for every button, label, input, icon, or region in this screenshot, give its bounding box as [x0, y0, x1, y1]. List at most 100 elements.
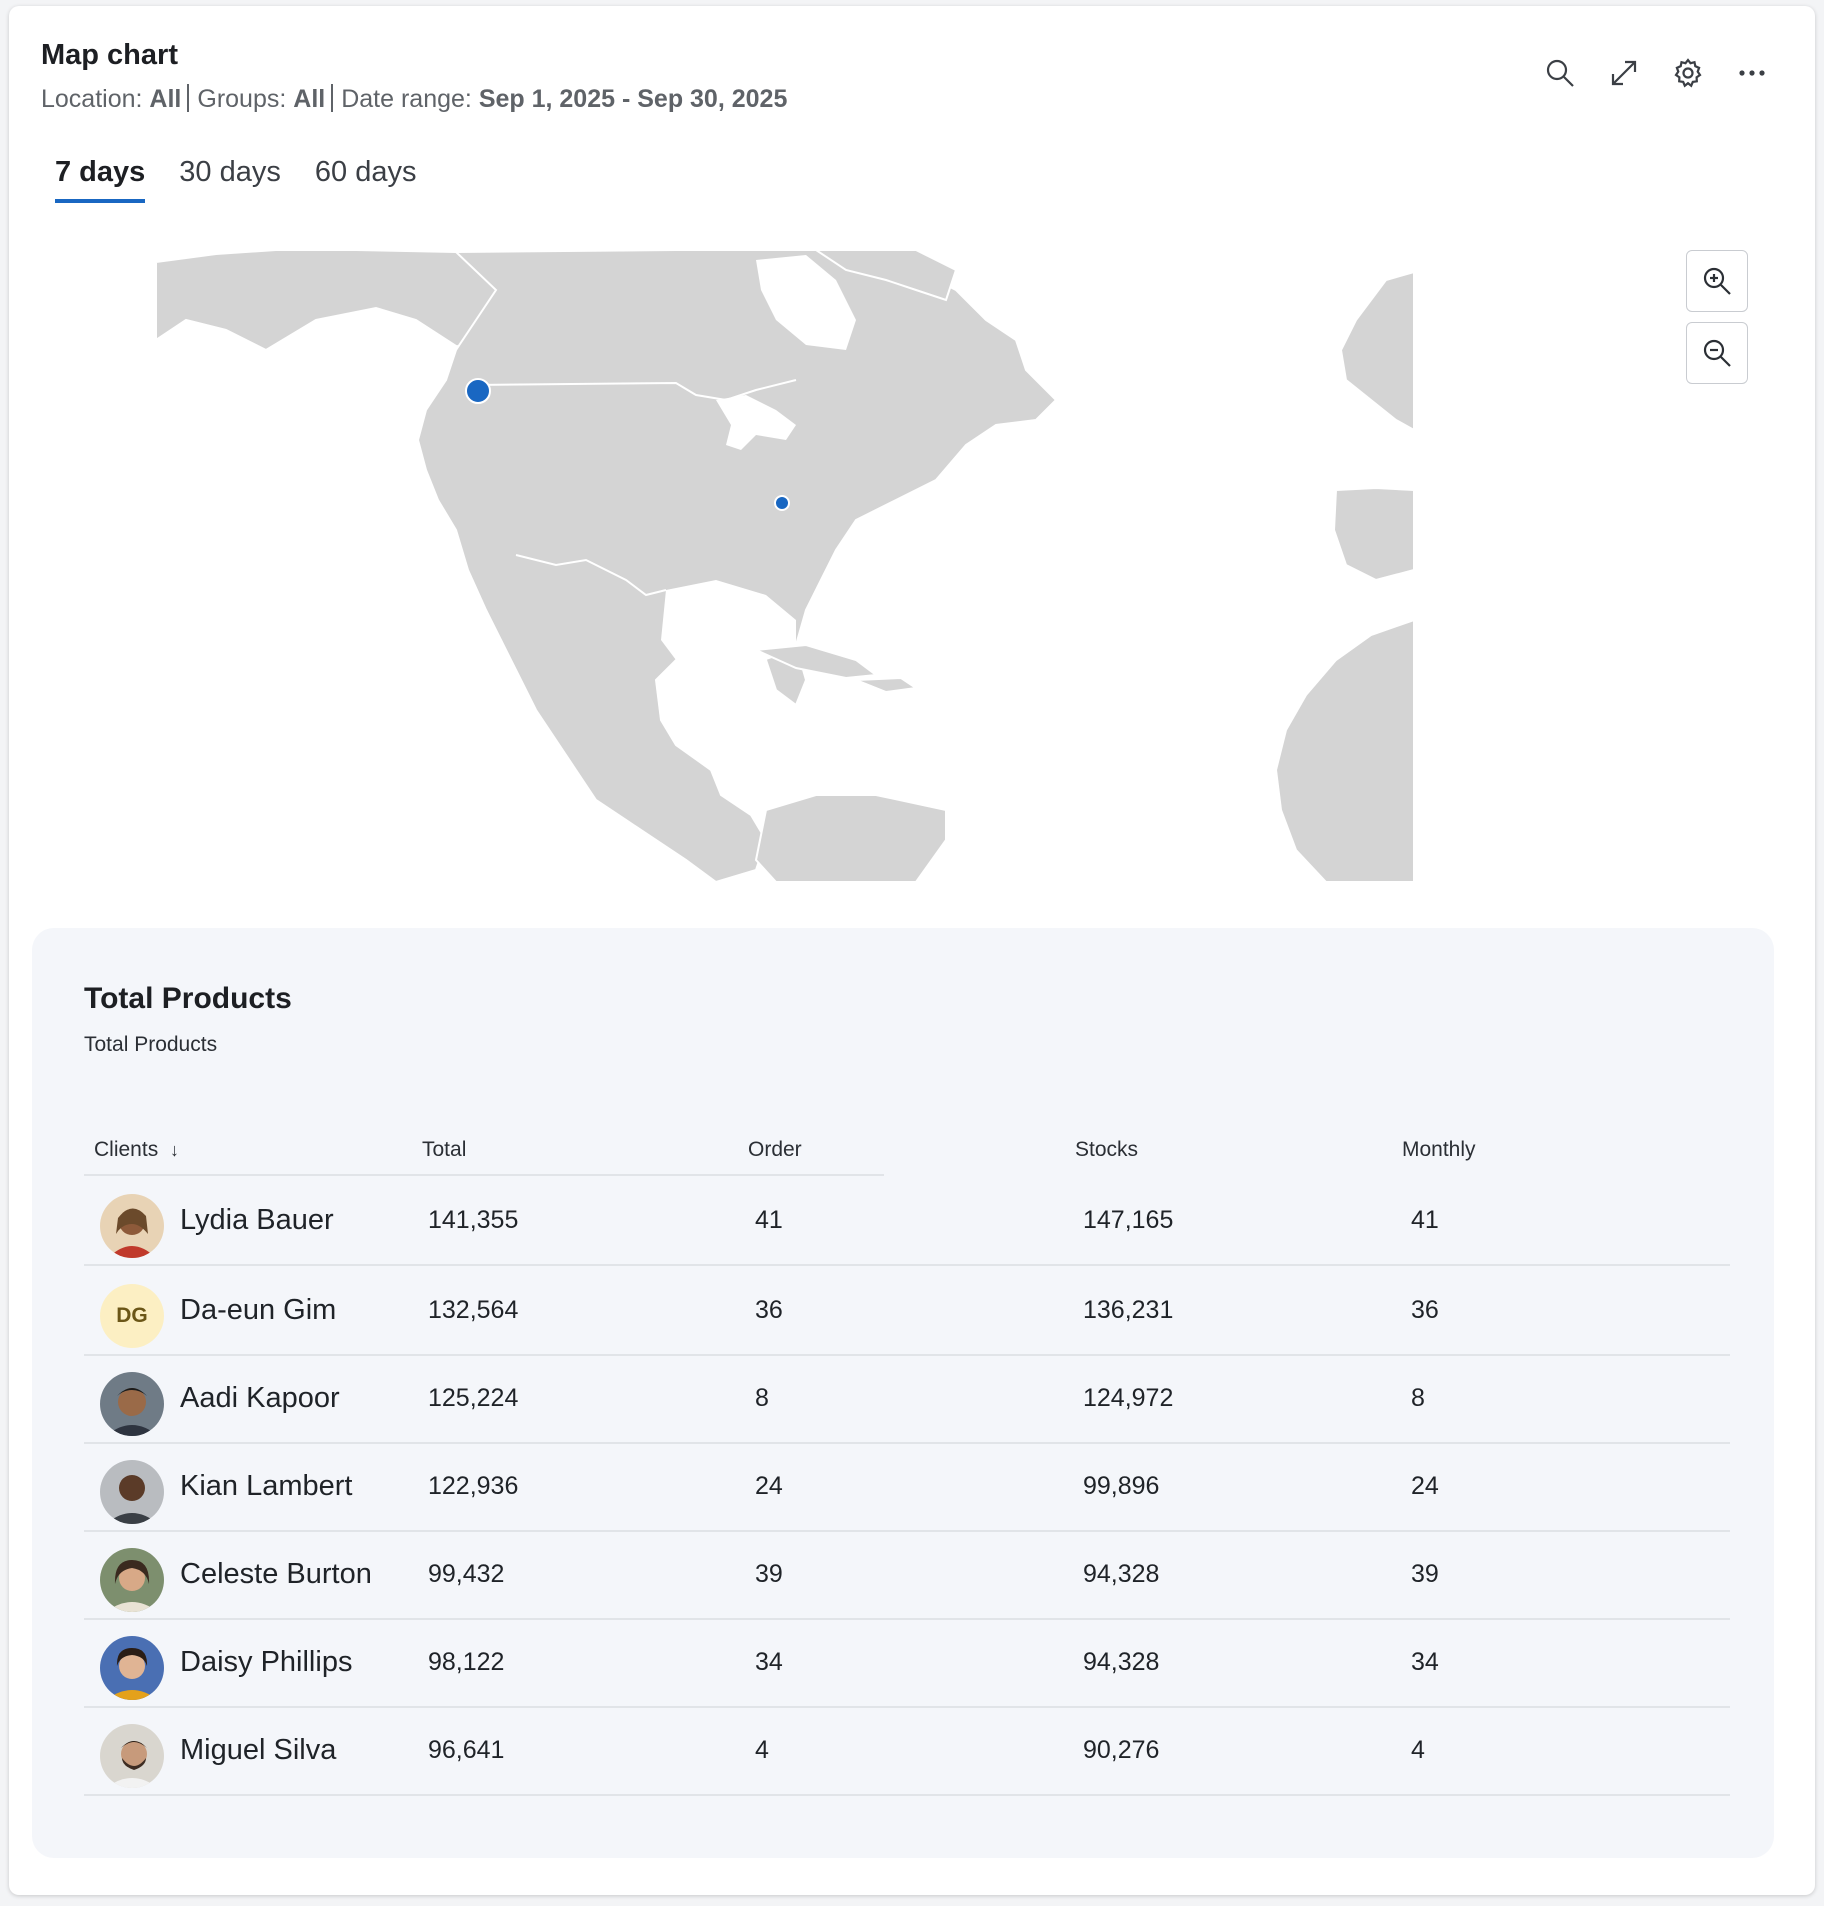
land-europe [1339, 270, 1415, 432]
divider [331, 84, 334, 112]
column-header-stocks[interactable]: Stocks [1075, 1138, 1139, 1161]
stocks-value: 136,231 [1083, 1296, 1174, 1324]
client-name: Aadi Kapoor [180, 1382, 340, 1414]
order-value: 34 [755, 1648, 783, 1676]
monthly-value: 24 [1411, 1472, 1439, 1500]
column-header-clients[interactable]: Clients ↓ [94, 1124, 179, 1176]
monthly-value: 41 [1411, 1206, 1439, 1234]
zoom-out-button[interactable] [1686, 322, 1748, 384]
column-header-monthly[interactable]: Monthly [1402, 1138, 1476, 1161]
groups-label: Groups: [197, 85, 287, 113]
water-hudson-bay [756, 255, 856, 350]
avatar [100, 1372, 164, 1436]
map-marker-southeast[interactable] [774, 495, 790, 511]
search-icon [1546, 59, 1574, 87]
divider [187, 84, 190, 112]
monthly-value: 34 [1411, 1648, 1439, 1676]
more-options-button[interactable] [1731, 52, 1773, 94]
table-row[interactable]: DG Da-eun Gim 132,564 36 136,231 36 [84, 1266, 1730, 1356]
total-value: 125,224 [428, 1384, 519, 1412]
total-value: 122,936 [428, 1472, 519, 1500]
total-value: 99,432 [428, 1560, 505, 1588]
stocks-value: 94,328 [1083, 1648, 1160, 1676]
land-north-america [416, 250, 1058, 882]
table-header: Clients ↓ Total Order Stocks Monthly [84, 1124, 1730, 1176]
tab-7-days[interactable]: 7 days [55, 156, 146, 203]
monthly-value: 39 [1411, 1560, 1439, 1588]
order-value: 8 [755, 1384, 769, 1412]
land-arctic-islands [814, 250, 958, 302]
map-svg [156, 250, 1415, 882]
order-value: 4 [755, 1736, 769, 1764]
date-range-value: Sep 1, 2025 - Sep 30, 2025 [478, 85, 788, 113]
search-button[interactable] [1539, 52, 1581, 94]
total-value: 132,564 [428, 1296, 519, 1324]
monthly-value: 36 [1411, 1296, 1439, 1324]
table-row[interactable]: Kian Lambert 122,936 24 99,896 24 [84, 1442, 1730, 1532]
table-row[interactable]: Daisy Phillips 98,122 34 94,328 34 [84, 1618, 1730, 1708]
avatar [100, 1548, 164, 1612]
zoom-out-icon [1703, 339, 1731, 367]
table-row[interactable]: Aadi Kapoor 125,224 8 124,972 8 [84, 1354, 1730, 1444]
card-actions [1539, 52, 1773, 94]
expand-icon [1611, 60, 1637, 86]
monthly-value: 4 [1411, 1736, 1425, 1764]
water-gulf-of-mexico [661, 580, 796, 660]
groups-value: All [293, 85, 326, 113]
land-caribbean [752, 643, 879, 680]
client-name: Da-eun Gim [180, 1294, 337, 1326]
total-value: 141,355 [428, 1206, 519, 1234]
avatar [100, 1636, 164, 1700]
stocks-value: 99,896 [1083, 1472, 1160, 1500]
client-name: Kian Lambert [180, 1470, 353, 1502]
panel-subtitle: Total Products [84, 1033, 218, 1056]
time-range-tabs: 7 days 30 days 60 days [55, 156, 416, 203]
location-value: All [149, 85, 182, 113]
map-area[interactable] [156, 250, 1668, 882]
water-great-lakes [716, 395, 796, 450]
border-us-canada [473, 379, 797, 402]
total-products-panel: Total Products Total Products Clients ↓ … [32, 928, 1774, 1858]
stocks-value: 94,328 [1083, 1560, 1160, 1588]
column-header-total[interactable]: Total [422, 1138, 467, 1161]
column-header-label: Clients [94, 1138, 159, 1161]
header-divider [84, 1174, 884, 1176]
more-icon [1739, 70, 1765, 76]
table-row[interactable]: Miguel Silva 96,641 4 90,276 4 [84, 1706, 1730, 1796]
order-value: 41 [755, 1206, 783, 1234]
order-value: 36 [755, 1296, 783, 1324]
stocks-value: 147,165 [1083, 1206, 1174, 1234]
avatar [100, 1194, 164, 1258]
total-value: 98,122 [428, 1648, 505, 1676]
avatar: DG [100, 1284, 164, 1348]
client-name: Miguel Silva [180, 1734, 337, 1766]
monthly-value: 8 [1411, 1384, 1425, 1412]
border-us-mexico [515, 554, 667, 597]
stocks-value: 124,972 [1083, 1384, 1174, 1412]
tab-60-days[interactable]: 60 days [314, 156, 417, 188]
settings-button[interactable] [1667, 52, 1709, 94]
sort-down-icon: ↓ [170, 1140, 180, 1160]
zoom-in-button[interactable] [1686, 250, 1748, 312]
land-africa [1274, 618, 1415, 882]
total-value: 96,641 [428, 1736, 505, 1764]
order-value: 39 [755, 1560, 783, 1588]
map-marker-west[interactable] [465, 378, 491, 404]
avatar [100, 1460, 164, 1524]
tab-30-days[interactable]: 30 days [179, 156, 281, 188]
location-label: Location: [41, 85, 143, 113]
expand-button[interactable] [1603, 52, 1645, 94]
table-row[interactable]: Lydia Bauer 141,355 41 147,165 41 [84, 1176, 1730, 1266]
client-name: Lydia Bauer [180, 1204, 334, 1236]
table-row[interactable]: Celeste Burton 99,432 39 94,328 39 [84, 1530, 1730, 1620]
client-name: Daisy Phillips [180, 1646, 353, 1678]
land-hispaniola [855, 676, 919, 694]
column-header-order[interactable]: Order [748, 1138, 802, 1161]
order-value: 24 [755, 1472, 783, 1500]
land-iberia [1332, 486, 1415, 582]
card-title: Map chart [41, 39, 178, 71]
panel-title: Total Products [84, 982, 292, 1015]
client-name: Celeste Burton [180, 1558, 372, 1590]
gear-icon [1674, 58, 1702, 88]
date-range-label: Date range: [341, 85, 472, 113]
